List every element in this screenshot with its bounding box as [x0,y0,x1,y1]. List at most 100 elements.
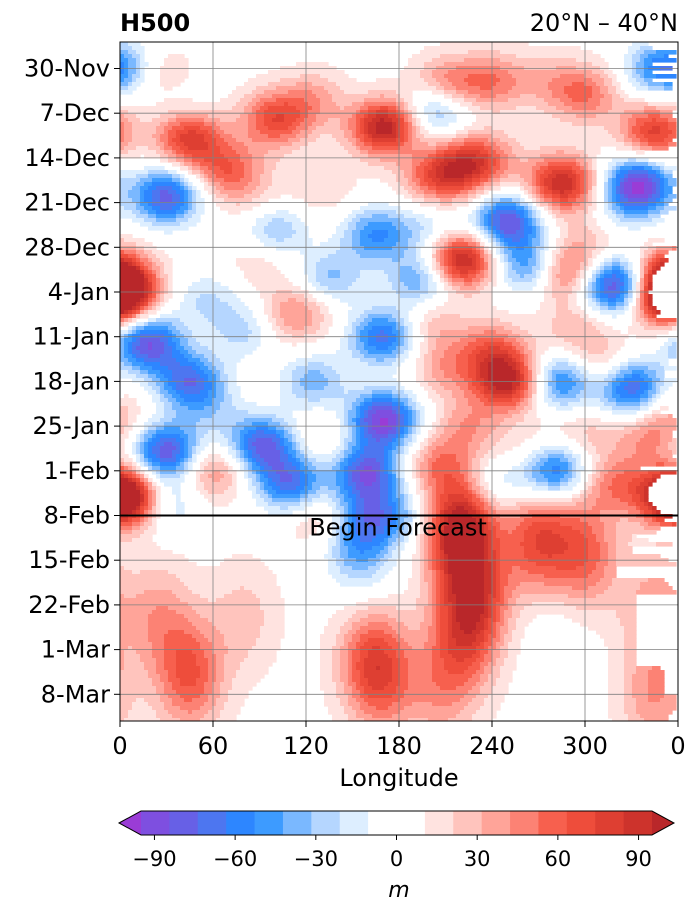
contour-cell [648,506,653,511]
contour-cell [540,190,545,195]
contour-cell [212,382,217,387]
contour-cell [380,106,389,111]
contour-cell [384,238,401,243]
contour-cell [156,186,173,191]
contour-cell [160,258,173,263]
contour-cell [620,206,625,211]
contour-cell [420,526,425,531]
contour-cell [472,182,481,187]
contour-cell [668,414,673,419]
contour-cell [588,98,601,103]
contour-cell [408,410,413,415]
contour-cell [600,266,605,271]
contour-cell [176,334,185,339]
contour-cell [212,182,221,187]
contour-cell [240,450,245,455]
contour-cell [352,474,361,479]
contour-cell [256,110,265,115]
contour-cell [392,550,401,555]
contour-cell [428,186,437,191]
contour-cell [456,454,469,459]
contour-cell [564,450,573,455]
contour-cell [640,146,653,151]
contour-cell [536,370,541,375]
contour-cell [416,378,425,383]
contour-cell [400,274,421,279]
contour-cell [572,122,621,127]
contour-cell [516,230,525,235]
contour-cell [444,242,449,247]
contour-cell [492,226,497,231]
contour-cell [164,442,173,447]
contour-cell [432,242,437,247]
contour-cell [524,370,529,375]
contour-cell [172,454,177,459]
contour-cell [148,526,157,531]
contour-cell [420,462,429,467]
contour-cell [360,314,369,319]
contour-cell [148,226,189,231]
contour-cell [480,218,485,223]
contour-cell [456,86,481,91]
contour-cell [372,214,389,219]
contour-cell [424,354,433,359]
contour-cell [188,466,193,471]
contour-cell [192,282,221,287]
contour-cell [156,406,165,411]
contour-cell [296,106,313,111]
contour-cell [520,274,525,279]
contour-cell [228,470,237,475]
contour-cell [276,86,325,91]
contour-cell [196,190,201,195]
contour-cell [356,278,389,283]
contour-cell [152,518,157,523]
contour-cell [620,166,633,171]
contour-cell [480,362,489,367]
contour-cell [532,366,537,371]
contour-cell [556,302,569,307]
contour-cell [432,474,445,479]
contour-cell [652,218,665,223]
contour-cell [472,390,481,395]
contour-cell [356,130,361,135]
contour-cell [452,474,465,479]
contour-cell [492,206,497,211]
contour-cell [652,310,657,315]
contour-cell [184,214,193,219]
contour-cell [592,194,597,199]
contour-cell [472,234,477,239]
contour-cell [432,546,437,551]
contour-cell [364,550,381,555]
contour-cell [368,426,373,431]
contour-cell [636,122,645,127]
contour-cell [424,110,437,115]
contour-cell [412,422,417,427]
contour-cell [384,358,397,363]
contour-cell [388,534,393,539]
contour-cell [408,430,413,435]
contour-cell [648,366,665,371]
contour-cell [208,358,221,363]
contour-cell [536,542,569,547]
contour-cell [356,442,361,447]
contour-cell [160,370,173,375]
contour-cell [268,126,289,131]
contour-cell [640,54,649,59]
contour-cell [340,246,353,251]
contour-cell [668,122,677,127]
contour-cell [540,238,545,243]
contour-cell [476,226,481,231]
contour-cell [540,146,577,151]
contour-cell [252,490,257,495]
contour-cell [412,198,425,203]
contour-cell [224,390,229,395]
contour-cell [292,474,301,479]
contour-cell [200,466,205,471]
contour-cell [404,402,409,407]
contour-cell [168,326,177,331]
contour-cell [396,178,409,183]
contour-cell [280,402,345,407]
contour-cell [308,478,317,483]
contour-cell [136,330,141,335]
contour-cell [640,498,645,503]
